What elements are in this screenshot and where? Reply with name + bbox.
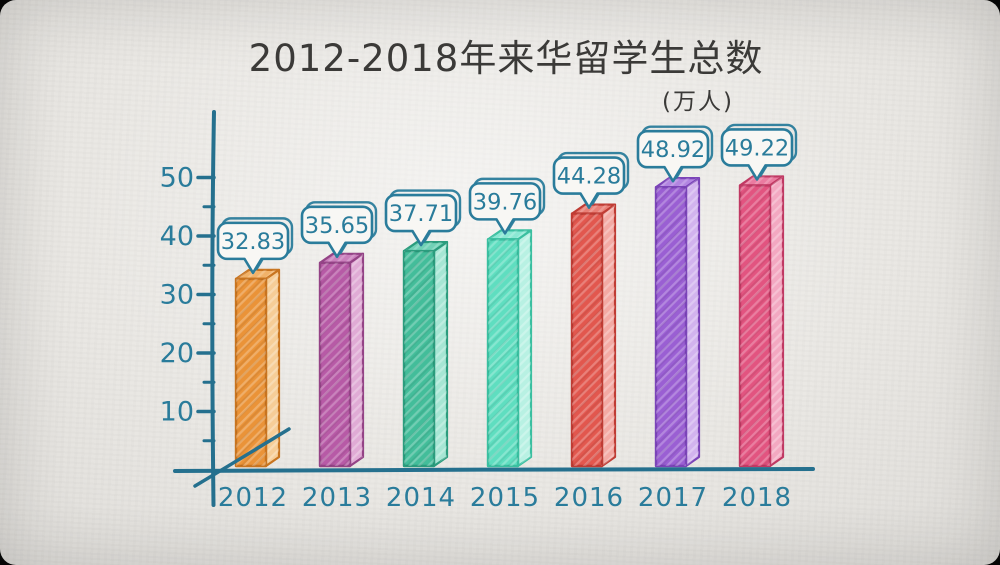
x-label-2016: 2016 bbox=[554, 483, 624, 513]
bar-front-shade bbox=[320, 262, 350, 466]
bar-side-hatch bbox=[266, 269, 279, 466]
bar-2012 bbox=[234, 268, 281, 468]
x-label-2015: 2015 bbox=[470, 483, 540, 513]
bar-front-shade bbox=[740, 185, 770, 467]
bubble-body bbox=[552, 156, 626, 209]
bubble-body bbox=[216, 221, 290, 275]
origin-diagonal-stroke bbox=[193, 427, 291, 488]
y-tick-label-10: 10 bbox=[160, 397, 194, 428]
bar-2013 bbox=[318, 252, 365, 468]
bubble-body bbox=[720, 128, 794, 181]
bubble-body bbox=[300, 205, 374, 259]
value-bubble-2015: 39.76 bbox=[468, 177, 546, 235]
bar-2016 bbox=[570, 203, 617, 468]
x-axis bbox=[173, 467, 815, 473]
x-label-2018: 2018 bbox=[722, 483, 792, 513]
bar-side-hatch bbox=[686, 178, 699, 466]
bar-front-shade bbox=[236, 278, 266, 466]
value-bubble-2016: 44.28 bbox=[552, 151, 630, 209]
value-label: 48.92 bbox=[641, 137, 705, 163]
bar-front-shade bbox=[488, 239, 518, 466]
unit-label: (万人) bbox=[662, 89, 734, 115]
bar-front-shade bbox=[572, 213, 602, 466]
bar-2015 bbox=[486, 229, 533, 468]
value-bubble-2014: 37.71 bbox=[384, 189, 462, 247]
value-label: 49.22 bbox=[725, 135, 789, 161]
bar-front-shade bbox=[656, 187, 686, 466]
y-tick-label-40: 40 bbox=[160, 221, 194, 252]
bubble-body bbox=[384, 193, 458, 247]
bar-side-hatch bbox=[518, 230, 531, 466]
bar-side-hatch bbox=[434, 242, 447, 466]
value-bubble-2013: 35.65 bbox=[300, 201, 378, 259]
value-bubble-2017: 48.92 bbox=[636, 125, 714, 183]
y-tick-label-20: 20 bbox=[160, 338, 194, 369]
value-bubble-2018: 49.22 bbox=[720, 123, 798, 181]
chart-title: 2012-2018年来华留学生总数 bbox=[248, 37, 764, 80]
y-axis bbox=[210, 110, 216, 507]
bar-side-hatch bbox=[350, 253, 363, 466]
bar-2018 bbox=[738, 175, 785, 468]
value-label: 44.28 bbox=[557, 164, 621, 190]
value-label: 35.65 bbox=[305, 213, 369, 239]
value-label: 39.76 bbox=[473, 189, 537, 215]
value-label: 32.83 bbox=[221, 229, 285, 255]
x-label-2017: 2017 bbox=[638, 483, 708, 513]
x-label-2013: 2013 bbox=[302, 483, 372, 513]
bar-side-hatch bbox=[602, 204, 615, 466]
value-label: 37.71 bbox=[389, 201, 453, 227]
bar-side-hatch bbox=[770, 176, 783, 467]
bubble-body bbox=[636, 129, 710, 183]
bar-2014 bbox=[402, 240, 449, 468]
bar-2017 bbox=[654, 177, 701, 468]
value-bubble-2012: 32.83 bbox=[216, 217, 294, 275]
x-label-2012: 2012 bbox=[218, 483, 288, 513]
y-tick-label-50: 50 bbox=[160, 163, 194, 194]
bar-front-shade bbox=[404, 251, 434, 466]
bubble-body bbox=[468, 182, 542, 235]
y-tick-label-30: 30 bbox=[160, 280, 194, 311]
x-label-2014: 2014 bbox=[386, 483, 456, 513]
